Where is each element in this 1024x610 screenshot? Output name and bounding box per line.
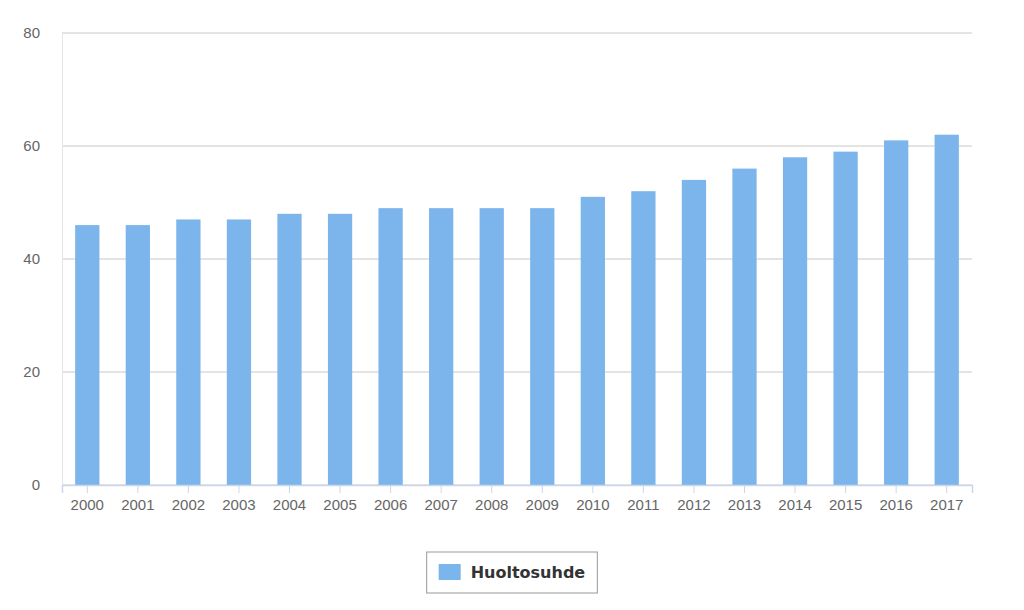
grid	[62, 33, 972, 485]
x-tick-label: 2007	[424, 496, 457, 513]
x-tick-mark	[592, 485, 593, 493]
x-tick: 2001	[121, 485, 154, 513]
x-tick: 2013	[728, 485, 761, 513]
y-tick: 40	[23, 250, 62, 267]
x-tick: 2011	[627, 485, 659, 513]
x-axis: 2000 2001 2002 2003 2004 2005 2006 2007 2008 2009…	[63, 485, 973, 513]
x-tick: 2007	[424, 485, 457, 513]
x-tick: 2004	[273, 485, 306, 513]
bar	[732, 169, 756, 485]
x-tick: 2000	[71, 485, 104, 513]
x-tick: 2017	[930, 485, 963, 513]
bar	[682, 180, 706, 485]
x-tick-mark	[238, 485, 239, 493]
legend-frame	[427, 552, 598, 593]
x-tick: 2005	[323, 485, 356, 513]
bar	[378, 208, 402, 485]
x-axis-line	[63, 486, 973, 494]
y-axis: 0 20 40 60 80	[23, 24, 62, 493]
bar	[631, 191, 655, 485]
chart: 0204060802000200120022003200420052006200…	[0, 0, 1024, 610]
legend-swatch	[439, 564, 461, 580]
bar	[277, 214, 301, 485]
x-tick-mark	[188, 485, 189, 493]
bar	[176, 219, 200, 485]
x-tick-mark	[87, 485, 88, 493]
x-tick-label: 2016	[879, 496, 912, 513]
y-tick: 60	[23, 137, 62, 154]
y-tick-label: 80	[23, 24, 40, 41]
x-tick-label: 2011	[627, 496, 659, 513]
x-tick: 2016	[879, 485, 912, 513]
x-tick-label: 2008	[475, 496, 508, 513]
bar	[227, 219, 251, 485]
x-tick: 2003	[222, 485, 255, 513]
x-tick-label: 2004	[273, 496, 306, 513]
x-tick-label: 2015	[829, 496, 862, 513]
y-tick-label: 40	[23, 250, 40, 267]
y-tick: 0	[32, 476, 62, 493]
bar	[581, 197, 605, 485]
x-tick: 2008	[475, 485, 508, 513]
y-tick: 20	[23, 363, 62, 380]
x-tick-label: 2006	[374, 496, 407, 513]
bar	[530, 208, 554, 485]
grid-line	[62, 33, 972, 34]
x-tick: 2014	[778, 485, 811, 513]
bars	[75, 135, 959, 485]
y-tick-label: 0	[32, 476, 40, 493]
legend-item[interactable]: Huoltosuhde	[439, 563, 586, 582]
x-tick: 2002	[172, 485, 205, 513]
x-tick-mark	[896, 485, 897, 493]
x-tick-label: 2009	[526, 496, 559, 513]
bar	[884, 140, 908, 485]
bar	[429, 208, 453, 485]
x-tick-label: 2002	[172, 496, 205, 513]
x-tick-mark	[441, 485, 442, 493]
x-tick-mark	[137, 485, 138, 493]
legend-label: Huoltosuhde	[471, 563, 586, 582]
x-tick: 2010	[576, 485, 609, 513]
x-tick: 2006	[374, 485, 407, 513]
x-tick-label: 2003	[222, 496, 255, 513]
x-tick-label: 2005	[323, 496, 356, 513]
x-tick-label: 2014	[778, 496, 811, 513]
grid-line	[62, 146, 972, 147]
x-tick-mark	[542, 485, 543, 493]
y-axis-line	[62, 34, 63, 486]
x-tick-mark	[693, 485, 694, 493]
x-tick-mark	[744, 485, 745, 493]
x-tick-label: 2000	[71, 496, 104, 513]
x-tick-mark	[643, 485, 644, 493]
x-tick: 2009	[526, 485, 559, 513]
x-tick: 2015	[829, 485, 862, 513]
x-tick-label: 2017	[930, 496, 963, 513]
x-tick-mark	[845, 485, 846, 493]
x-tick-mark	[289, 485, 290, 493]
bar	[126, 225, 150, 485]
y-tick: 80	[23, 24, 62, 41]
plot-area: 0204060802000200120022003200420052006200…	[23, 24, 972, 512]
bar	[75, 225, 99, 485]
y-tick-label: 20	[23, 363, 40, 380]
y-tick-label: 60	[23, 137, 40, 154]
x-tick-label: 2001	[121, 496, 154, 513]
x-tick-label: 2012	[677, 496, 710, 513]
x-tick-mark	[390, 485, 391, 493]
x-tick-mark	[946, 485, 947, 493]
bar	[833, 152, 857, 485]
x-tick: 2012	[677, 485, 710, 513]
bar	[480, 208, 504, 485]
x-tick-label: 2010	[576, 496, 609, 513]
x-tick-mark	[340, 485, 341, 493]
x-tick-label: 2013	[728, 496, 761, 513]
x-tick-mark	[491, 485, 492, 493]
bar	[783, 157, 807, 485]
bar	[935, 135, 959, 485]
x-tick-mark	[795, 485, 796, 493]
bar	[328, 214, 352, 485]
legend: Huoltosuhde	[427, 552, 598, 593]
